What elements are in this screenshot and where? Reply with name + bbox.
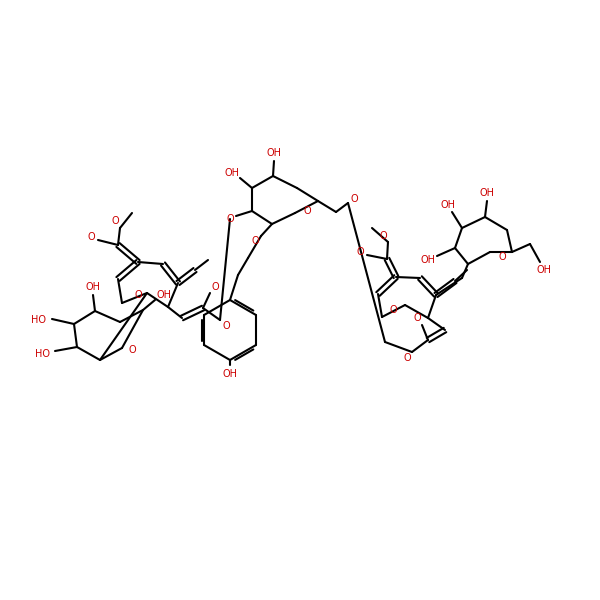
- Text: O: O: [413, 313, 421, 323]
- Text: O: O: [87, 232, 95, 242]
- Text: O: O: [303, 206, 311, 216]
- Text: O: O: [128, 345, 136, 355]
- Text: OH: OH: [421, 255, 436, 265]
- Text: HO: HO: [32, 315, 47, 325]
- Text: O: O: [111, 216, 119, 226]
- Text: OH: OH: [223, 369, 238, 379]
- Text: O: O: [356, 247, 364, 257]
- Text: OH: OH: [224, 168, 239, 178]
- Text: OH: OH: [479, 188, 494, 198]
- Text: O: O: [403, 353, 411, 363]
- Text: O: O: [222, 321, 230, 331]
- Text: HO: HO: [35, 349, 50, 359]
- Text: O: O: [211, 282, 219, 292]
- Text: OH: OH: [266, 148, 281, 158]
- Text: O: O: [498, 252, 506, 262]
- Text: OH: OH: [536, 265, 551, 275]
- Text: OH: OH: [440, 200, 455, 210]
- Text: O: O: [251, 236, 259, 246]
- Text: O: O: [134, 290, 142, 300]
- Text: O: O: [379, 231, 387, 241]
- Text: OH: OH: [86, 282, 101, 292]
- Text: O: O: [226, 214, 234, 224]
- Text: O: O: [389, 305, 397, 315]
- Text: OH: OH: [157, 290, 172, 300]
- Text: O: O: [350, 194, 358, 204]
